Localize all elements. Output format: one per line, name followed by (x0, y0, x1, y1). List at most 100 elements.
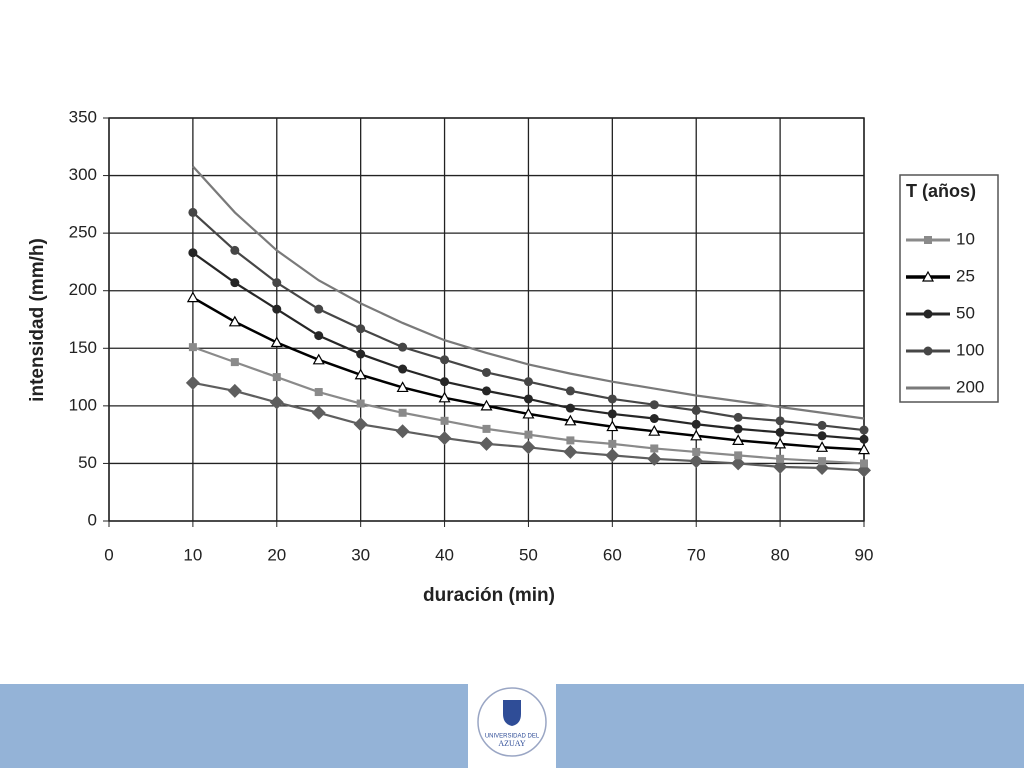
point (691, 405, 701, 415)
point (605, 448, 620, 463)
point (188, 248, 198, 258)
point (356, 349, 366, 359)
point (859, 434, 869, 444)
point (395, 424, 410, 439)
point (523, 377, 533, 387)
point (230, 278, 240, 288)
point (731, 456, 746, 471)
point (186, 291, 199, 303)
point (923, 346, 933, 356)
point (607, 409, 617, 419)
point (817, 420, 827, 430)
x-tick-label: 80 (771, 545, 790, 564)
point (480, 399, 493, 411)
y-tick-label: 150 (69, 338, 97, 357)
point (608, 439, 617, 448)
point (734, 451, 743, 460)
x-tick-label: 40 (435, 545, 454, 564)
y-axis-label: intensidad (mm/h) (27, 238, 48, 402)
point (272, 304, 282, 314)
x-tick-label: 50 (519, 545, 538, 564)
point (482, 367, 491, 377)
x-tick-label: 10 (183, 545, 202, 564)
point (356, 324, 366, 334)
point (817, 431, 827, 441)
point (923, 309, 933, 319)
point (523, 394, 533, 404)
legend-label: 25 (956, 266, 975, 285)
legend-label: 10 (956, 229, 975, 248)
point (648, 424, 661, 436)
legend-title: T (años) (906, 181, 976, 201)
point (775, 416, 785, 426)
x-tick-label: 0 (104, 545, 113, 564)
point (816, 441, 829, 452)
y-tick-label: 0 (88, 510, 97, 529)
point (647, 451, 662, 466)
point (312, 353, 325, 365)
point (859, 425, 869, 435)
point (272, 373, 281, 382)
point (230, 358, 239, 367)
point (482, 386, 491, 396)
x-axis-label: duración (min) (423, 585, 555, 606)
point (924, 236, 932, 244)
point (649, 400, 659, 410)
y-tick-label: 50 (78, 453, 97, 472)
point (482, 424, 491, 433)
point (607, 394, 617, 404)
y-tick-label: 100 (69, 395, 97, 414)
point (185, 375, 200, 390)
point (860, 459, 868, 468)
point (437, 431, 452, 446)
point (921, 270, 935, 282)
point (691, 419, 701, 429)
logo-shield (503, 700, 521, 726)
point (272, 278, 282, 288)
point (522, 407, 535, 419)
point (356, 399, 365, 408)
point (773, 459, 788, 474)
logo-text: UNIVERSIDAD DEL (485, 734, 540, 740)
point (440, 355, 450, 365)
series-line (192, 165, 865, 420)
legend-box (899, 174, 999, 403)
point (857, 443, 871, 455)
point (269, 395, 284, 410)
point (438, 391, 451, 403)
point (227, 383, 242, 398)
point (732, 434, 745, 445)
point (228, 315, 241, 327)
point (440, 377, 450, 387)
point (270, 336, 283, 348)
point (563, 444, 578, 459)
legend-label: 200 (956, 377, 984, 396)
point (479, 436, 494, 451)
point (314, 304, 324, 314)
point (398, 342, 408, 352)
point (566, 436, 575, 445)
point (440, 416, 449, 425)
point (606, 420, 619, 432)
x-tick-label: 70 (687, 545, 706, 564)
x-tick-label: 60 (603, 545, 622, 564)
y-tick-label: 250 (69, 223, 97, 242)
point (775, 427, 785, 437)
point (524, 430, 533, 439)
point (565, 403, 575, 413)
point (692, 447, 701, 456)
point (733, 424, 743, 434)
legend-label: 100 (956, 340, 984, 359)
point (354, 368, 367, 380)
point (564, 414, 577, 426)
point (650, 444, 659, 453)
point (230, 245, 240, 255)
x-tick-label: 90 (855, 545, 874, 564)
point (311, 405, 326, 420)
point (353, 417, 368, 432)
point (314, 331, 324, 341)
y-tick-label: 200 (69, 280, 97, 299)
plot-area (108, 117, 865, 522)
point (396, 381, 409, 393)
